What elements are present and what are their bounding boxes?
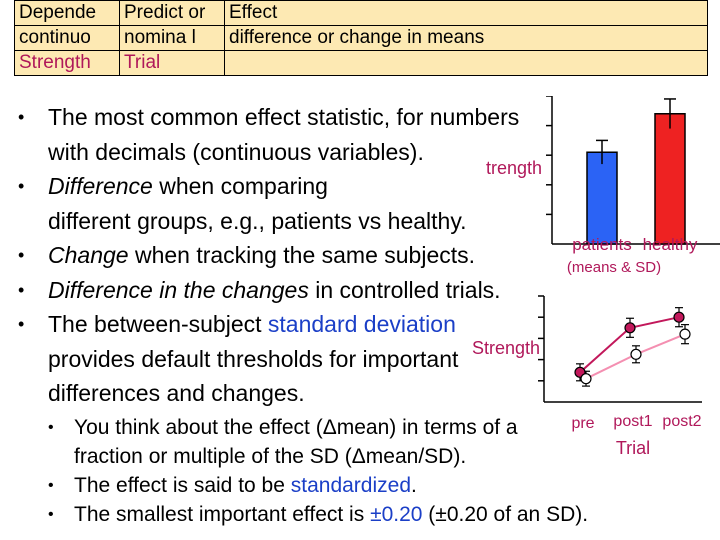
- sub-bullet-text: .: [411, 473, 417, 497]
- bullet-dot-icon: •: [18, 245, 25, 265]
- header-effect: Effect: [229, 2, 278, 23]
- data-point: [673, 311, 685, 323]
- sub-bullet-highlight: ±0.20: [370, 502, 423, 526]
- bullet-text: with decimals (continuous variables).: [48, 138, 424, 165]
- table-cell: Trial: [119, 50, 225, 76]
- x-tick-label: pre: [571, 415, 594, 432]
- bullet-list: • The most common effect statistic, for …: [18, 100, 718, 529]
- table-header-cell: Depende nt: [14, 0, 120, 26]
- list-item: • The most common effect statistic, for …: [18, 100, 718, 169]
- table-cell: continuo us: [14, 25, 120, 51]
- bullet-text: in controlled trials.: [308, 276, 501, 303]
- sub-bullet-highlight: standardized: [290, 473, 411, 497]
- x-tick-label: patients: [572, 235, 632, 254]
- header-predictor: Predict or: [124, 2, 206, 23]
- bar: [586, 151, 618, 245]
- sub-bullet-text: The smallest important effect is: [74, 502, 371, 526]
- bullet-text: provides default thresholds for importan…: [48, 345, 459, 372]
- bullet-text: differences and changes.: [48, 380, 305, 406]
- bullet-text: The most common effect statistic, for nu…: [48, 104, 520, 130]
- bar-series: [586, 98, 686, 245]
- cell-continuous: continuo us: [19, 27, 91, 48]
- x-axis-label: Trial: [616, 438, 650, 458]
- bullet-emphasis: Change: [48, 242, 129, 268]
- table-header-row: Depende nt Predict or Effect: [14, 0, 708, 26]
- x-tick-label: healthy: [643, 235, 698, 254]
- data-point: [630, 348, 642, 360]
- list-item: • Change when tracking the same subjects…: [18, 238, 718, 273]
- x-tick-label: post1: [613, 413, 652, 430]
- bullet-dot-icon: •: [18, 279, 25, 300]
- line-chart: Strength pre post1 post2 Trial: [472, 295, 702, 458]
- header-dependent: Depende nt: [19, 2, 97, 23]
- data-point: [580, 373, 592, 385]
- cell-nominal: nomina l: [124, 27, 196, 48]
- bullet-dot-icon: •: [18, 107, 25, 127]
- table-cell: difference or change in means: [224, 25, 708, 51]
- table-cell: Strength: [14, 50, 120, 76]
- y-axis-label: Strength: [486, 158, 542, 178]
- line-series: [574, 307, 691, 387]
- bullet-text: different groups, e.g., patients vs heal…: [48, 207, 467, 234]
- cell-effect-description: difference or change in means: [229, 27, 485, 48]
- list-item: • The effect is said to be standardized.: [18, 471, 718, 500]
- data-point: [679, 328, 691, 340]
- sub-bullet-text: (±0.20 of an SD).: [422, 502, 589, 526]
- table-cell: nomina l: [119, 25, 225, 51]
- bullet-text: The between-subject: [48, 311, 268, 337]
- y-axis-label: Strength: [472, 338, 540, 358]
- list-item: • Difference in the changes in controlle…: [18, 273, 718, 308]
- list-item: • Difference when comparing different gr…: [18, 169, 718, 238]
- bullet-dot-icon: •: [48, 505, 54, 523]
- cell-trial: Trial: [124, 52, 161, 73]
- bullet-highlight: standard deviation: [267, 311, 456, 337]
- x-tick-label: post2: [662, 413, 701, 430]
- bullet-dot-icon: •: [18, 314, 25, 334]
- table-row: continuo us nomina l difference or chang…: [14, 25, 708, 51]
- chart-caption: (means & SD): [567, 259, 661, 276]
- table-header-cell: Effect: [224, 0, 708, 26]
- bullet-text: when tracking the same subjects.: [128, 242, 476, 268]
- bar: [654, 113, 686, 245]
- table-cell: [224, 50, 708, 76]
- sub-bullet-text: fraction or multiple of the SD (Δmean/SD…: [74, 444, 467, 468]
- list-item: • You think about the effect (Δmean) in …: [18, 413, 718, 471]
- table-header-cell: Predict or: [119, 0, 225, 26]
- chart-plot-area: [552, 96, 720, 244]
- y-axis-ticks: [546, 96, 552, 216]
- data-point: [624, 322, 636, 334]
- bar-chart: Strength patients healthy (means & SD): [486, 96, 720, 276]
- bullet-dot-icon: •: [48, 476, 54, 494]
- bullet-dot-icon: •: [18, 176, 25, 196]
- sub-bullet-text: You think about the effect (Δmean) in te…: [74, 415, 518, 439]
- list-item: • The smallest important effect is ±0.20…: [18, 500, 718, 529]
- sub-bullet-text: The effect is said to be: [74, 473, 291, 497]
- bullet-emphasis: Difference: [48, 173, 153, 199]
- table-row: Strength Trial: [14, 50, 708, 76]
- definition-table: Depende nt Predict or Effect continuo us…: [14, 0, 708, 76]
- bullet-text: when comparing: [152, 173, 328, 199]
- bullet-emphasis: Difference in the changes: [48, 276, 309, 303]
- list-item: • The between-subject standard deviation…: [18, 307, 718, 411]
- bullet-dot-icon: •: [48, 418, 54, 436]
- y-axis-ticks: [538, 295, 544, 382]
- cell-strength: Strength: [19, 52, 91, 73]
